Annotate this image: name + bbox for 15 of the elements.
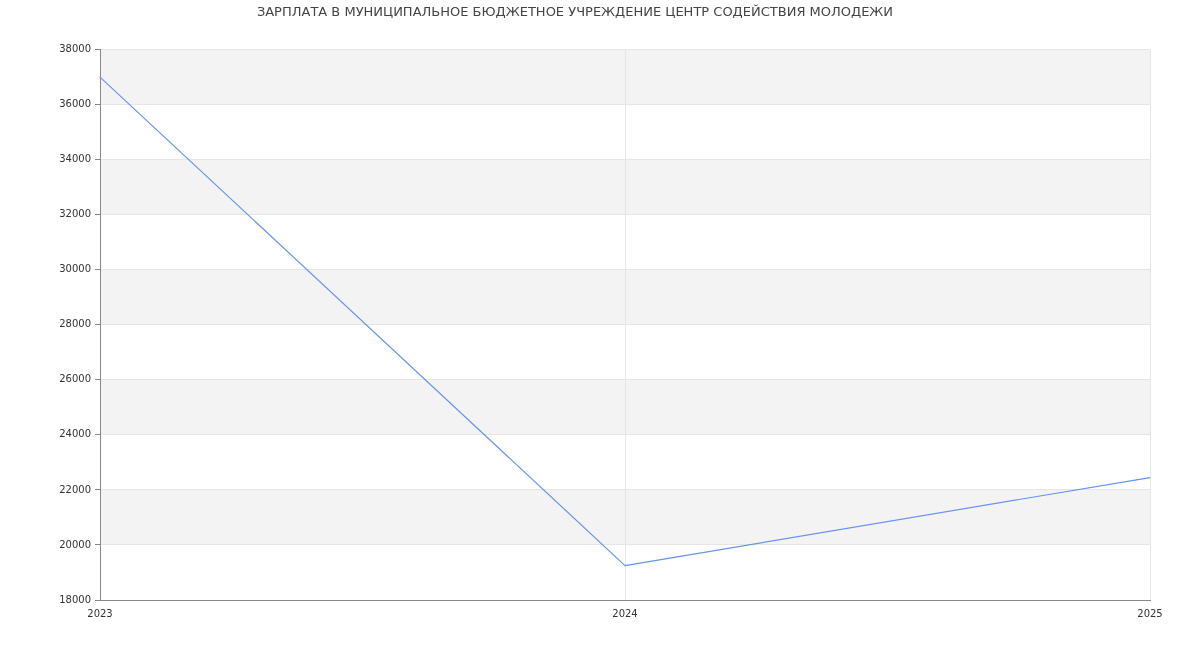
y-tick-label: 36000 — [59, 98, 91, 110]
y-tick-label: 34000 — [59, 153, 91, 165]
y-tick-label: 20000 — [59, 538, 91, 550]
y-tick-label: 18000 — [59, 593, 91, 605]
x-tick-label: 2024 — [612, 607, 638, 619]
y-tick-label: 30000 — [59, 263, 91, 275]
y-tick-label: 26000 — [59, 373, 91, 385]
y-tick-label: 28000 — [59, 318, 91, 330]
x-tick-label: 2025 — [1137, 607, 1163, 619]
y-tick-label: 38000 — [59, 43, 91, 55]
x-tick-label: 2023 — [87, 607, 113, 619]
y-tick-label: 22000 — [59, 483, 91, 495]
chart-title: ЗАРПЛАТА В МУНИЦИПАЛЬНОЕ БЮДЖЕТНОЕ УЧРЕЖДЕНИЕ ЦЕНТР СОДЕЙСТВИЯ МОЛОДЕЖИ — [256, 4, 894, 20]
y-tick-label: 32000 — [59, 208, 91, 220]
y-tick-label: 24000 — [59, 428, 91, 440]
